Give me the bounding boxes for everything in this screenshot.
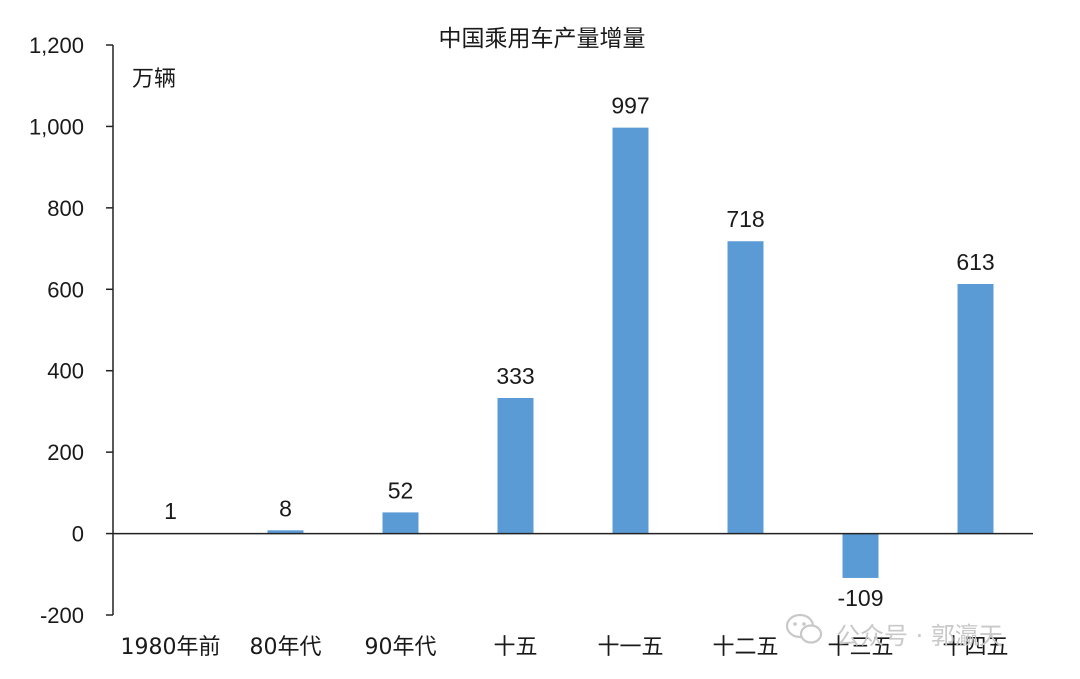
y-tick-label: 800: [47, 196, 84, 221]
data-label: 1: [164, 498, 177, 524]
y-tick-label: 400: [47, 359, 84, 384]
data-label: -109: [837, 585, 883, 611]
y-tick-label: -200: [40, 603, 84, 628]
category-labels: 1980年前 80年代 90年代 十五 十一五 十二五 十三五 十四五: [121, 635, 1009, 660]
bars: [152, 127, 994, 578]
chart-title: 中国乘用车产量增量: [439, 26, 646, 52]
data-label: 52: [388, 477, 414, 503]
data-label: 718: [726, 206, 764, 232]
x-category-label: 十一五: [597, 635, 663, 660]
y-tick-label: 600: [47, 277, 84, 302]
x-category-label: 十二五: [712, 635, 778, 660]
data-label: 997: [611, 93, 649, 119]
y-tick-label: 1,000: [29, 114, 84, 139]
y-axis: -200 0 200 400 600 800 1,000 1,200: [29, 33, 114, 628]
bar-4: [497, 397, 534, 534]
data-label: 333: [496, 363, 534, 389]
x-category-label: 十五: [493, 635, 537, 660]
x-category-label: 十四五: [942, 635, 1008, 660]
x-category-label: 90年代: [365, 635, 437, 660]
bar-8: [957, 283, 994, 534]
bar-6: [727, 241, 764, 534]
x-category-label: 80年代: [250, 635, 322, 660]
bar-3: [382, 512, 419, 534]
y-axis-unit-label: 万辆: [132, 67, 176, 92]
watermark: 公众号 · 郭瀛天: [785, 613, 1003, 650]
bar-2: [267, 530, 304, 534]
wechat-icon: [785, 613, 823, 644]
y-tick-label: 0: [72, 522, 84, 547]
y-tick-label: 1,200: [29, 33, 84, 58]
x-category-label: 十三五: [827, 635, 893, 660]
data-label: 613: [956, 249, 994, 275]
x-category-label: 1980年前: [121, 635, 221, 660]
bar-7: [842, 533, 879, 578]
data-label: 8: [279, 495, 292, 521]
data-labels: 1 8 52 333 997 718 -109 613: [164, 93, 995, 611]
watermark-text: 公众号 · 郭瀛天: [836, 622, 1003, 650]
y-tick-label: 200: [47, 440, 84, 465]
bar-5: [612, 127, 649, 534]
